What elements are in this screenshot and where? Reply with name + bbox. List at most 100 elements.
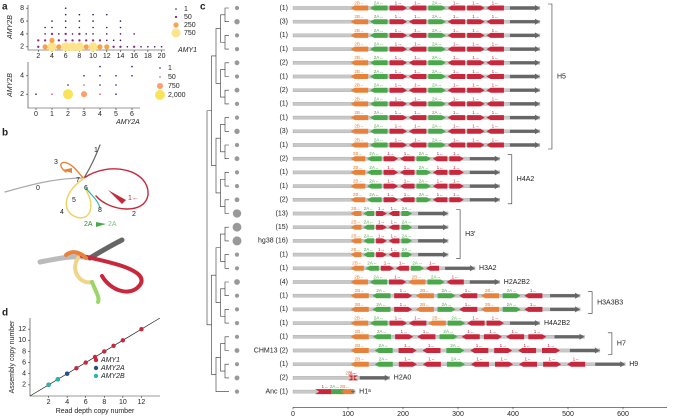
gene-label: 2B← — [353, 151, 363, 156]
gene-label: 1→ — [547, 343, 554, 348]
gene-label: 1← — [350, 370, 357, 375]
graph-3d — [90, 280, 101, 304]
gene-label: 1← — [391, 233, 398, 238]
gene-arrow — [408, 142, 427, 148]
bar-end — [569, 347, 600, 354]
gene-arrow — [370, 32, 388, 38]
gene-arrow — [350, 60, 369, 66]
bubble — [147, 45, 149, 48]
panel-label: a — [2, 2, 8, 13]
graph-3d — [73, 256, 94, 285]
gene-arrow — [372, 306, 391, 312]
bubble — [64, 32, 67, 36]
gene-label: 1← — [414, 96, 421, 101]
bubble — [115, 93, 117, 95]
gene-label: 2A← — [379, 357, 389, 362]
gene-label: 2A→ — [412, 261, 422, 266]
gene-arrow — [367, 197, 382, 203]
gene-arrow — [383, 156, 399, 162]
bar-end — [509, 100, 540, 107]
node-label: 2 — [132, 211, 136, 218]
gene-label: 2A← — [369, 179, 379, 184]
bubble — [133, 45, 136, 48]
gene-arrow — [437, 293, 456, 299]
graph-3d — [80, 254, 144, 294]
gene-arrow — [395, 334, 414, 340]
count-dot — [234, 142, 240, 148]
gene-label: 2B← — [354, 28, 364, 33]
row-label: CHM13 (2) — [254, 347, 288, 354]
graph-edge — [4, 177, 85, 193]
bubble — [61, 42, 71, 52]
gene-arrow — [388, 224, 400, 230]
gene-label: 2A← — [376, 302, 386, 307]
x-tick-label: 2 — [47, 399, 51, 406]
gene-label: 1→ — [489, 329, 496, 334]
bubble — [105, 39, 108, 42]
gene-label: 2B← — [355, 302, 365, 307]
gene-arrow — [567, 361, 586, 367]
gene-label: 1← — [414, 137, 421, 142]
gene-arrow — [467, 87, 485, 93]
x-tick-label: 100 — [342, 411, 354, 418]
gene-arrow — [447, 115, 466, 121]
row-label: (2) — [279, 156, 288, 163]
graph-edge — [60, 161, 85, 179]
group-bracket — [588, 291, 593, 314]
gene-arrow — [408, 19, 427, 25]
gene-arrow — [502, 306, 521, 312]
gene-arrow — [350, 348, 369, 353]
group-label: H3A2 — [479, 265, 497, 272]
x-tick-label: 20 — [158, 53, 166, 60]
gene-arrow — [350, 265, 364, 271]
gene-label: 2A← — [367, 261, 377, 266]
x-tick-label: 600 — [617, 411, 629, 418]
gene-label: 1← — [414, 42, 421, 47]
tree-branch — [224, 226, 229, 242]
legend-label: 50 — [168, 74, 176, 81]
gene-label: 2B← — [420, 302, 430, 307]
tree-branch — [211, 274, 216, 375]
gene-arrow — [350, 211, 362, 216]
gene-arrow — [417, 334, 436, 340]
bubble — [99, 65, 101, 68]
gene-arrow — [447, 46, 466, 52]
node-label: 3 — [54, 159, 58, 166]
count-dot — [232, 222, 242, 232]
x-tick-label: 3 — [82, 111, 86, 118]
y-axis-label: AMY2B — [7, 73, 14, 98]
gene-label: 2A← — [369, 192, 379, 197]
gene-arrow — [447, 74, 466, 79]
gene-arrow — [350, 156, 366, 162]
gene-label: 1→ — [387, 165, 394, 170]
gene-arrow — [315, 389, 332, 395]
legend-label: AMY2B — [100, 373, 125, 380]
gene-arrow — [389, 5, 407, 11]
count-dot — [234, 19, 240, 25]
gene-arrow — [367, 169, 382, 175]
bubble — [64, 26, 67, 29]
gene-arrow — [470, 361, 489, 367]
gene-arrow — [408, 32, 427, 38]
count-dot — [234, 47, 240, 52]
gene-arrow — [350, 101, 369, 107]
gene-arrow — [416, 169, 431, 175]
gene-label: 2A← — [374, 14, 384, 19]
bar-end — [418, 224, 449, 231]
tree-branch — [224, 62, 229, 77]
gene-arrow — [447, 19, 466, 25]
point — [46, 382, 51, 388]
gene-label: 1← — [524, 357, 531, 362]
gene-arrow — [519, 361, 538, 367]
bubble — [64, 39, 67, 42]
count-dot — [234, 334, 240, 339]
bubble — [112, 45, 115, 48]
gene-label: 1→ — [500, 343, 507, 348]
gene-label: 1→ — [395, 96, 402, 101]
gene-label: 2B← — [351, 233, 361, 238]
gene-arrow — [506, 334, 525, 340]
legend-label: 1 — [168, 65, 172, 72]
x-tick-label: 1 — [50, 111, 54, 118]
count-dot — [234, 362, 240, 367]
gene-arrow — [486, 128, 504, 134]
